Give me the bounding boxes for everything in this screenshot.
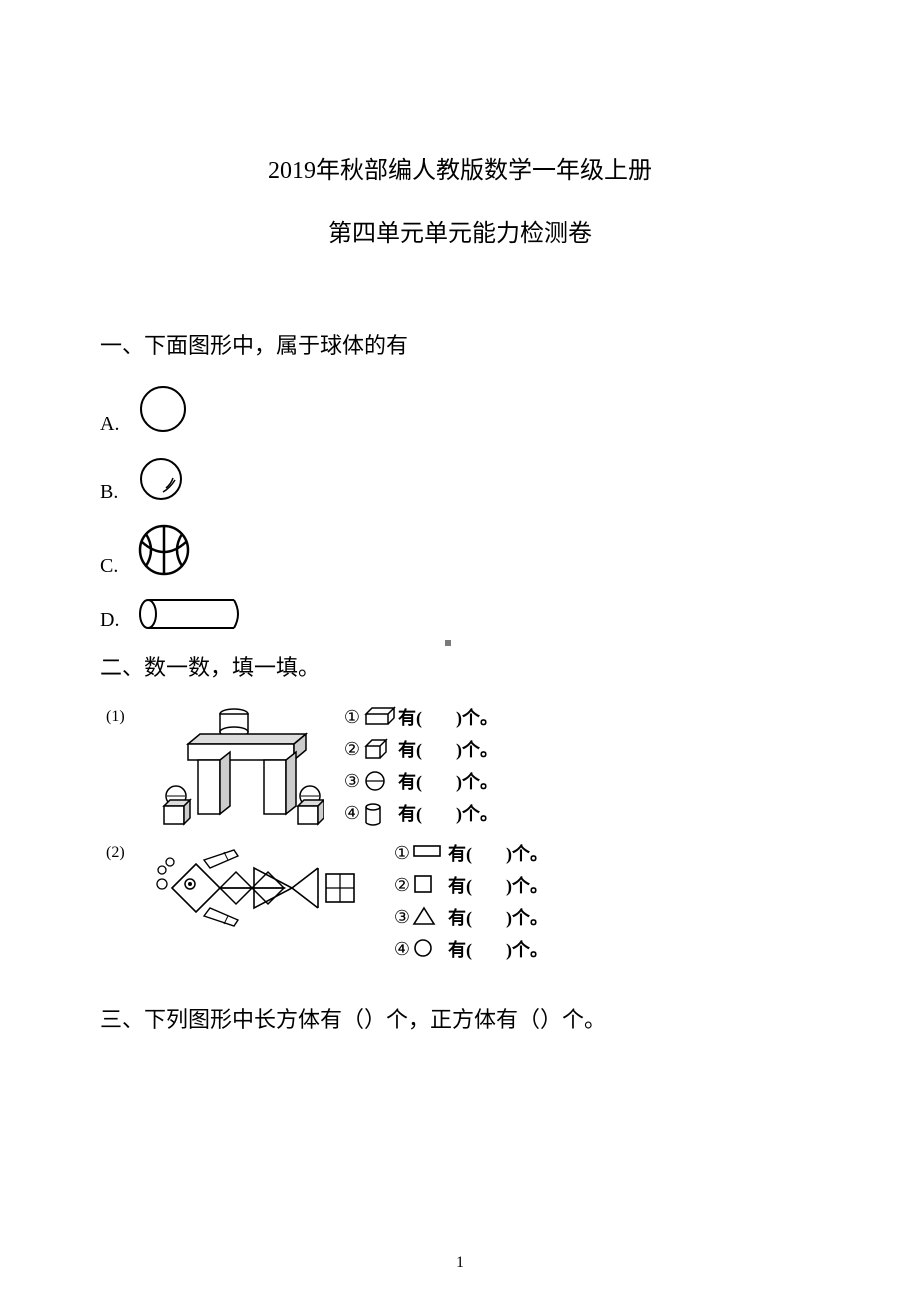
basketball-icon [136, 522, 192, 578]
q2-sub1-line4: ④ 有( )个。 [342, 800, 498, 826]
q2-sub2-line1: ① 有( )个。 [392, 840, 548, 866]
q2-sub1-line2: ② 有( )个。 [342, 736, 498, 762]
circled-4b: ④ [392, 939, 412, 960]
text-you: 有( [398, 768, 422, 794]
text-you: 有( [448, 872, 472, 898]
text-ge: )个。 [456, 768, 498, 794]
circle-icon [412, 938, 448, 960]
text-you: 有( [398, 800, 422, 826]
cube-icon [362, 738, 398, 760]
q2-sub2-line3: ③ 有( )个。 [392, 904, 548, 930]
cylinder-mini-icon [362, 802, 398, 824]
circled-2b: ② [392, 875, 412, 896]
page-center-mark [445, 640, 451, 646]
circled-1: ① [342, 707, 362, 728]
q3-heading: 三、下列图形中长方体有（）个，正方体有（）个。 [100, 1002, 820, 1034]
q2-sub1-row: (1) [100, 704, 820, 834]
text-you: 有( [398, 736, 422, 762]
sphere-icon [136, 454, 186, 504]
text-you: 有( [398, 704, 422, 730]
circled-3: ③ [342, 771, 362, 792]
q1-option-b-label: B. [100, 481, 136, 504]
q1-option-d-label: D. [100, 609, 136, 632]
q2-heading: 二、数一数，填一填。 [100, 650, 820, 682]
triangle-icon [412, 906, 448, 928]
circled-1b: ① [392, 843, 412, 864]
circle-outline-icon [136, 382, 190, 436]
text-ge: )个。 [506, 936, 548, 962]
rectangle-icon [412, 842, 448, 864]
square-icon [412, 874, 448, 896]
doc-title-line1: 2019年秋部编人教版数学一年级上册 [100, 150, 820, 185]
q2-sub2-line4: ④ 有( )个。 [392, 936, 548, 962]
text-ge: )个。 [456, 800, 498, 826]
page-number: 1 [0, 1254, 920, 1272]
text-ge: )个。 [506, 904, 548, 930]
q2-sub1-label: (1) [100, 704, 154, 726]
q2-sub2-line2: ② 有( )个。 [392, 872, 548, 898]
q2-sub2-figure [154, 840, 374, 930]
sphere-mini-icon [362, 770, 398, 792]
circled-3b: ③ [392, 907, 412, 928]
text-ge: )个。 [506, 840, 548, 866]
text-ge: )个。 [506, 872, 548, 898]
q2-sub2-label: (2) [100, 840, 154, 862]
text-you: 有( [448, 840, 472, 866]
cylinder-side-icon [136, 596, 246, 632]
q2-sub1-line1: ① 有( )个。 [342, 704, 498, 730]
text-you: 有( [448, 936, 472, 962]
q1-option-b: B. [100, 454, 820, 504]
doc-title-line2: 第四单元单元能力检测卷 [100, 213, 820, 248]
q1-heading: 一、下面图形中，属于球体的有 [100, 328, 820, 360]
q2-sub2-row: (2) [100, 840, 820, 962]
q2-sub1-answers: ① 有( )个。 ② [342, 704, 498, 826]
q1-option-c-label: C. [100, 555, 136, 578]
cuboid-icon [362, 706, 398, 728]
text-ge: )个。 [456, 704, 498, 730]
text-you: 有( [448, 904, 472, 930]
circled-2: ② [342, 739, 362, 760]
q1-option-a-label: A. [100, 413, 136, 436]
q2-figure-block: (1) [100, 704, 820, 962]
q1-option-d: D. [100, 596, 820, 632]
text-ge: )个。 [456, 736, 498, 762]
q1-option-a: A. [100, 382, 820, 436]
q1-option-c: C. [100, 522, 820, 578]
q2-sub1-line3: ③ 有( )个。 [342, 768, 498, 794]
q2-sub2-answers: ① 有( )个。 ② 有( )个。 [392, 840, 548, 962]
q2-sub1-figure [154, 704, 324, 834]
circled-4: ④ [342, 803, 362, 824]
